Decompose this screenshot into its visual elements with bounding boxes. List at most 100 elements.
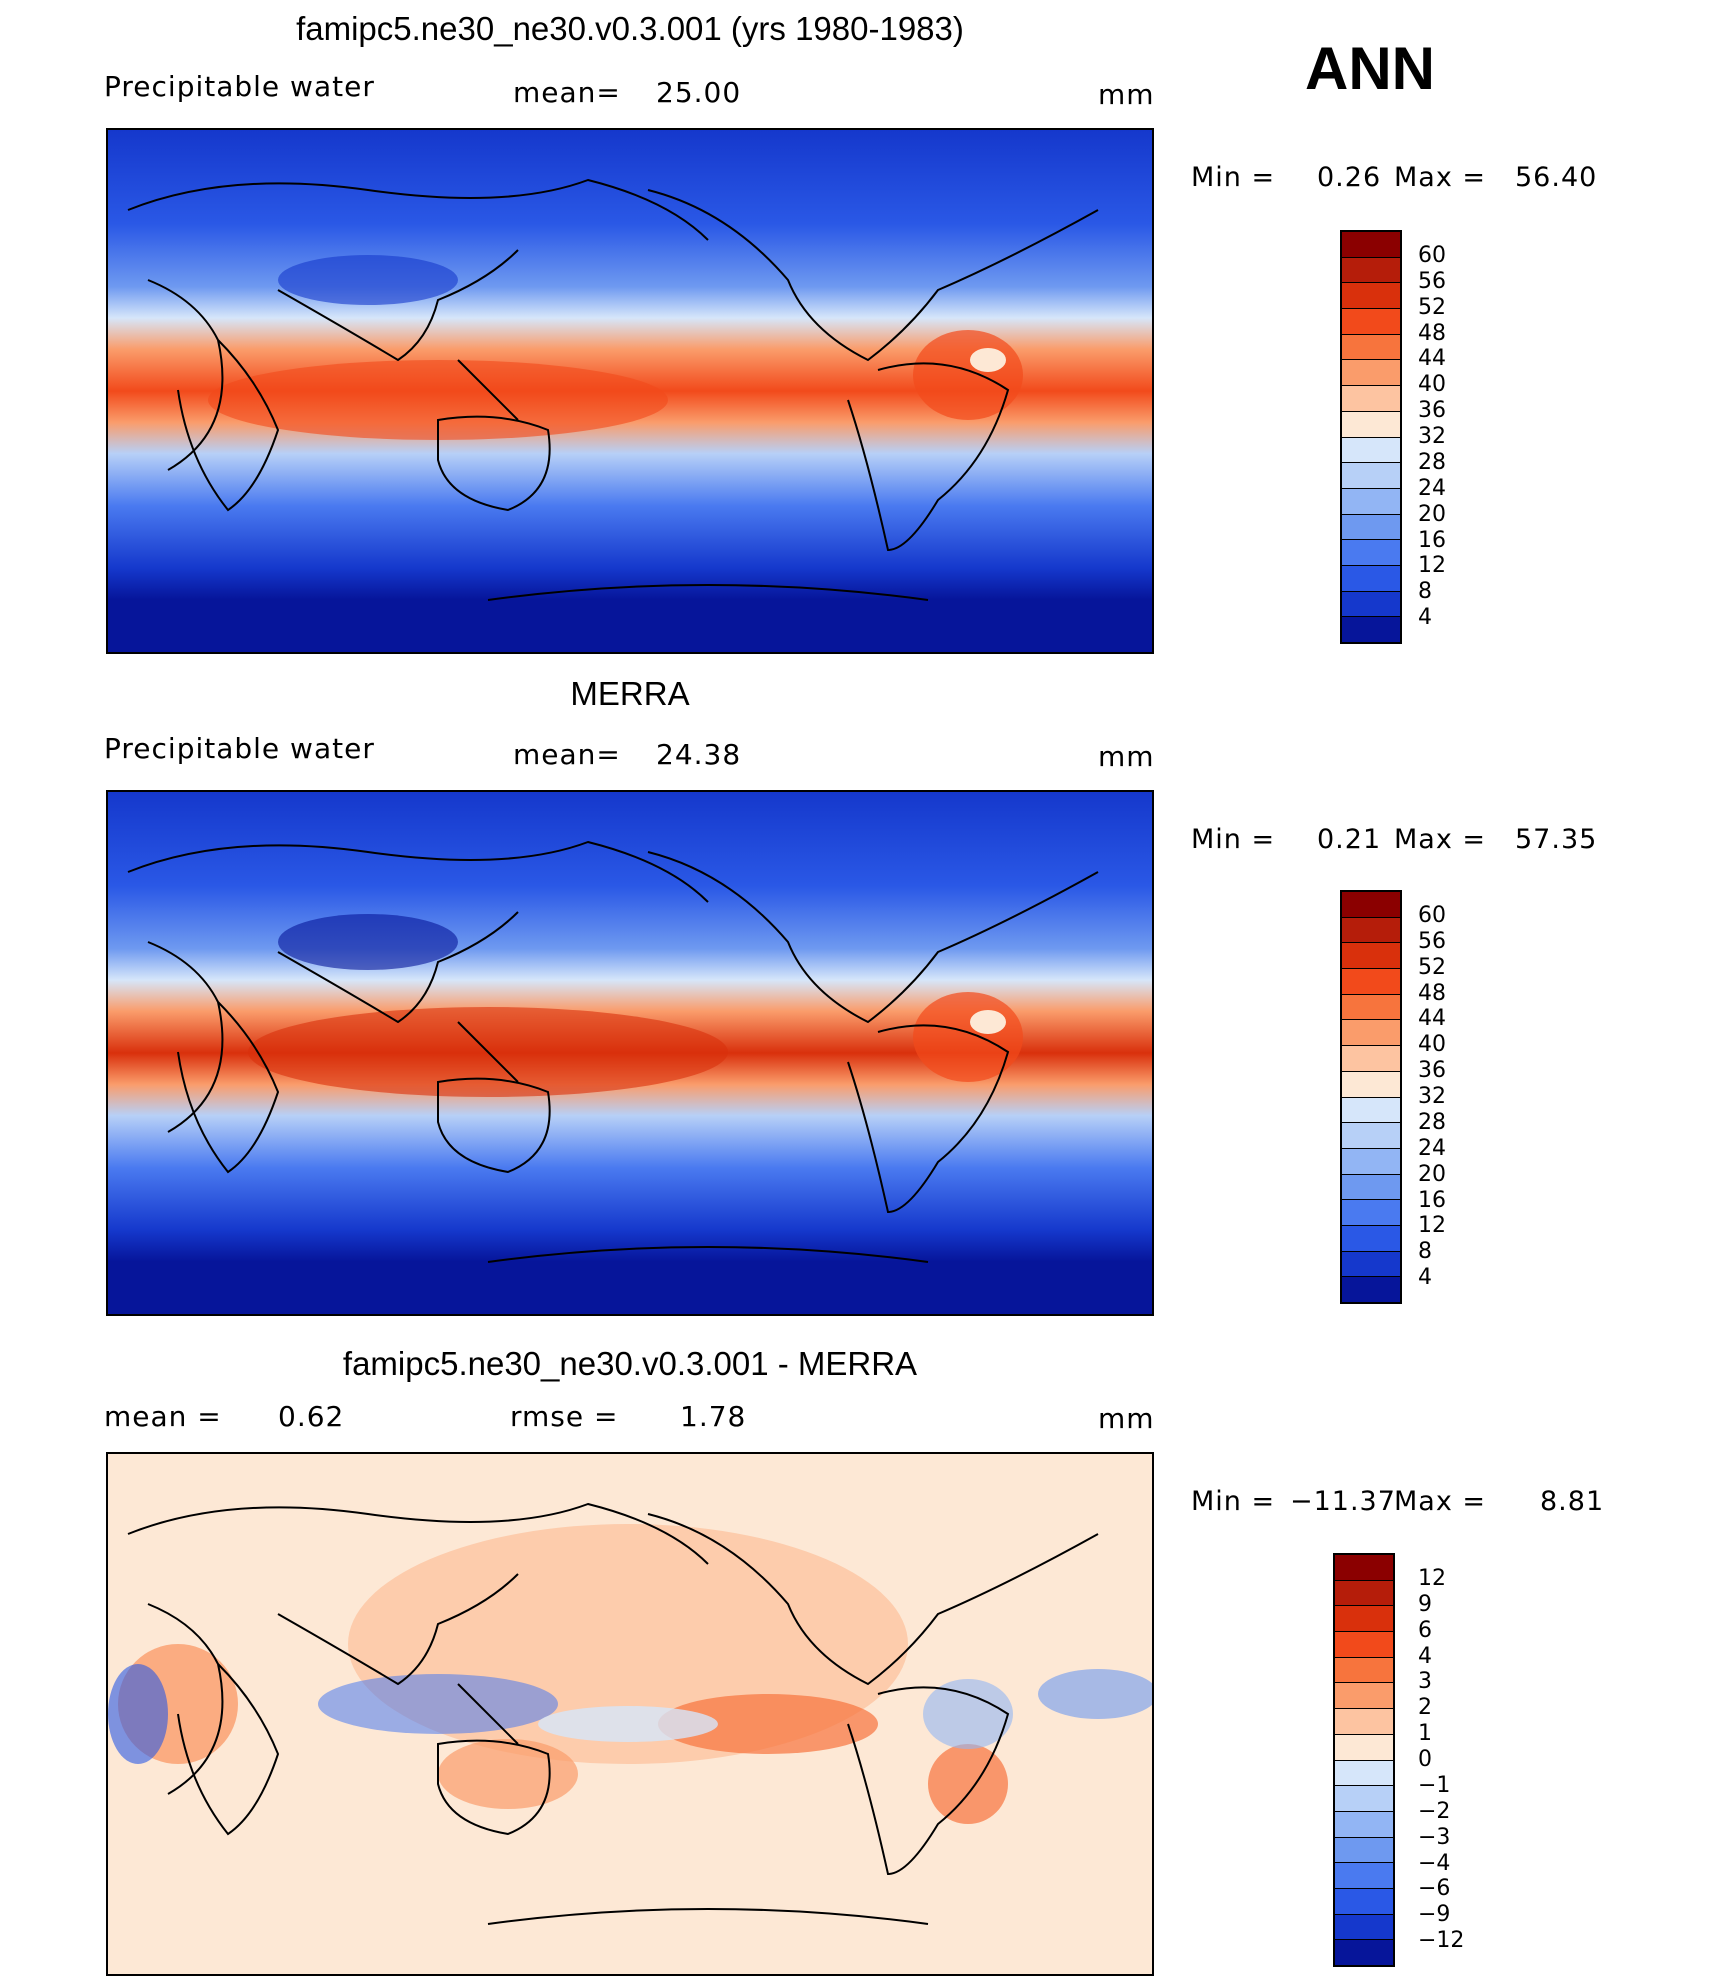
colorbar-swatch xyxy=(1342,943,1400,970)
panel3-max-value: 8.81 xyxy=(1540,1486,1605,1517)
panel1-map xyxy=(106,128,1154,654)
panel2-variable: Precipitable water xyxy=(104,732,375,765)
colorbar-tick-label: 32 xyxy=(1418,1084,1446,1109)
colorbar-tick-label: 60 xyxy=(1418,902,1446,928)
panel2-units: mm xyxy=(1098,740,1155,773)
colorbar-swatch xyxy=(1342,969,1400,995)
panel3-min-value: −11.37 xyxy=(1290,1486,1396,1517)
panel2-max-label: Max = xyxy=(1394,824,1487,855)
colorbar-swatch xyxy=(1335,1657,1393,1684)
panel3-min-label: Min = xyxy=(1191,1486,1276,1517)
season-label: ANN xyxy=(1305,35,1435,102)
colorbar-tick-label: 28 xyxy=(1418,449,1446,475)
colorbar-swatch xyxy=(1342,1174,1400,1201)
panel3-units: mm xyxy=(1098,1402,1155,1435)
colorbar-tick-label: 12 xyxy=(1418,1213,1446,1239)
colorbar-tick-label: 56 xyxy=(1418,928,1446,954)
panel1-units: mm xyxy=(1098,78,1155,111)
colorbar-swatch xyxy=(1335,1888,1393,1915)
colorbar-swatch xyxy=(1342,360,1400,387)
colorbar-tick-label: 40 xyxy=(1418,372,1446,398)
colorbar-tick-label: 56 xyxy=(1418,268,1446,294)
colorbar-swatch xyxy=(1342,1251,1400,1278)
colorbar-swatch xyxy=(1342,1123,1400,1149)
panel1-mean-label: mean= xyxy=(513,76,621,109)
panel3-colorbar-ticks: 12 9 6 4 3 2 1 0 −1 −2 −3 −4 −6 −9 −12 xyxy=(1418,1553,1488,1967)
colorbar-swatch xyxy=(1335,1837,1393,1864)
colorbar-tick-label: 1 xyxy=(1418,1721,1432,1747)
colorbar-tick-label: 4 xyxy=(1418,605,1432,631)
colorbar-tick-label: 28 xyxy=(1418,1109,1446,1135)
colorbar-tick-label: −1 xyxy=(1418,1772,1451,1798)
panel2-map-field xyxy=(108,792,1152,1314)
colorbar-swatch xyxy=(1342,1277,1400,1302)
colorbar-swatch xyxy=(1342,565,1400,592)
colorbar-tick-label: 48 xyxy=(1418,320,1446,346)
colorbar-swatch xyxy=(1342,411,1400,438)
panel2-colorbar-ticks: 60 56 52 48 44 40 36 32 28 24 20 16 12 8 4 xyxy=(1418,890,1478,1304)
panel3-mean-value: 0.62 xyxy=(278,1400,345,1433)
colorbar-swatch xyxy=(1335,1709,1393,1735)
colorbar-swatch xyxy=(1335,1580,1393,1607)
colorbar-swatch xyxy=(1342,617,1400,642)
colorbar-tick-label: 60 xyxy=(1418,242,1446,268)
panel2-mean-value: 24.38 xyxy=(656,738,742,771)
panel2-map xyxy=(106,790,1154,1316)
panel1-min-value: 0.26 xyxy=(1317,162,1382,193)
panel3-map xyxy=(106,1452,1154,1976)
colorbar-swatch xyxy=(1342,591,1400,618)
colorbar-tick-label: 8 xyxy=(1418,1239,1432,1265)
colorbar-tick-label: 20 xyxy=(1418,1161,1446,1187)
colorbar-tick-label: 52 xyxy=(1418,954,1446,980)
panel3-mean-label: mean = xyxy=(104,1400,222,1433)
colorbar-tick-label: 4 xyxy=(1418,1643,1432,1669)
colorbar-tick-label: 6 xyxy=(1418,1617,1432,1643)
colorbar-swatch xyxy=(1335,1760,1393,1787)
colorbar-tick-label: 36 xyxy=(1418,1058,1446,1084)
panel2-max-value: 57.35 xyxy=(1515,824,1598,855)
colorbar-tick-label: 16 xyxy=(1418,1187,1446,1213)
colorbar-swatch xyxy=(1342,232,1400,258)
panel2-mean-label: mean= xyxy=(513,738,621,771)
colorbar-tick-label: 20 xyxy=(1418,501,1446,527)
colorbar-swatch xyxy=(1342,463,1400,489)
colorbar-tick-label: 52 xyxy=(1418,294,1446,320)
colorbar-tick-label: 12 xyxy=(1418,553,1446,579)
panel1-title: famipc5.ne30_ne30.v0.3.001 (yrs 1980-198… xyxy=(296,10,964,47)
panel1-max-value: 56.40 xyxy=(1515,162,1598,193)
colorbar-swatch xyxy=(1342,1071,1400,1098)
panel1-mean-value: 25.00 xyxy=(656,76,742,109)
colorbar-swatch xyxy=(1342,1097,1400,1124)
colorbar-tick-label: 32 xyxy=(1418,424,1446,449)
colorbar-swatch xyxy=(1342,309,1400,335)
colorbar-swatch xyxy=(1342,283,1400,310)
colorbar-swatch xyxy=(1342,994,1400,1021)
panel3-max-label: Max = xyxy=(1394,1486,1487,1517)
colorbar-swatch xyxy=(1342,1046,1400,1072)
colorbar-swatch xyxy=(1342,334,1400,361)
colorbar-swatch xyxy=(1335,1734,1393,1761)
panel1-min-label: Min = xyxy=(1191,162,1276,193)
colorbar-swatch xyxy=(1335,1940,1393,1965)
panel2-min-label: Min = xyxy=(1191,824,1276,855)
colorbar-tick-label: −12 xyxy=(1418,1928,1465,1954)
colorbar-swatch xyxy=(1335,1914,1393,1941)
colorbar-tick-label: −2 xyxy=(1418,1798,1451,1824)
panel1-colorbar-ticks: 60 56 52 48 44 40 36 32 28 24 20 16 12 8 4 xyxy=(1418,230,1478,644)
colorbar-swatch xyxy=(1342,1148,1400,1175)
colorbar-tick-label: 9 xyxy=(1418,1591,1432,1617)
panel2-min-value: 0.21 xyxy=(1317,824,1382,855)
colorbar-tick-label: 3 xyxy=(1418,1669,1432,1695)
colorbar-tick-label: −6 xyxy=(1418,1876,1451,1902)
panel3-colorbar xyxy=(1333,1553,1395,1967)
panel3-map-field xyxy=(108,1454,1152,1974)
colorbar-tick-label: 16 xyxy=(1418,527,1446,553)
colorbar-tick-label: 0 xyxy=(1418,1747,1432,1772)
colorbar-tick-label: 44 xyxy=(1418,1006,1446,1032)
colorbar-tick-label: 44 xyxy=(1418,346,1446,372)
colorbar-swatch xyxy=(1342,1225,1400,1252)
colorbar-tick-label: 24 xyxy=(1418,1135,1446,1161)
colorbar-swatch xyxy=(1335,1683,1393,1710)
panel1-map-field xyxy=(108,130,1152,652)
colorbar-tick-label: 2 xyxy=(1418,1695,1432,1721)
